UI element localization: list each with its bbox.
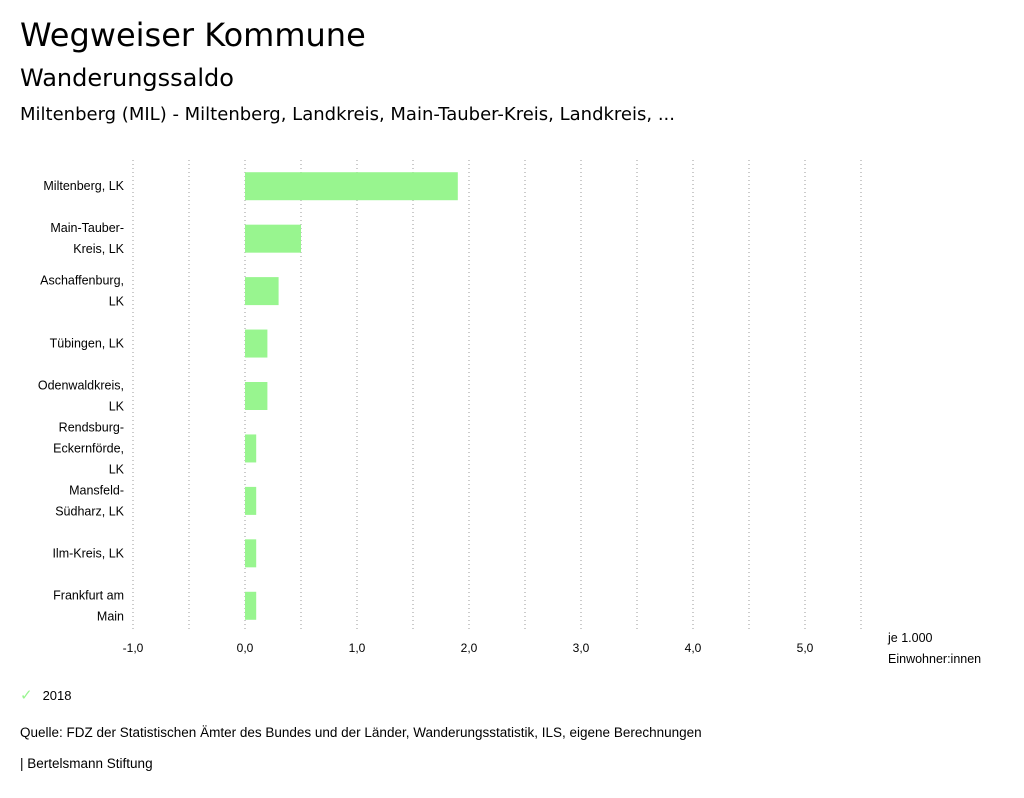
category-label: Tübingen, LK <box>50 337 125 351</box>
x-tick-label: 4,0 <box>685 641 702 655</box>
credit-note[interactable]: | Bertelsmann Stiftung <box>20 756 153 771</box>
x-tick-label: 2,0 <box>461 641 478 655</box>
source-note: Quelle: FDZ der Statistischen Ämter des … <box>20 725 702 740</box>
x-tick-label: 0,0 <box>237 641 254 655</box>
category-labels: Miltenberg, LK Main-Tauber-Kreis, LK Ascha… <box>38 179 125 623</box>
category-label: Main-Tauber-Kreis, LK <box>50 221 124 256</box>
category-label: Mansfeld-Südharz, LK <box>55 483 124 518</box>
bars <box>245 172 458 620</box>
page-title: Wegweiser Kommune <box>20 16 366 54</box>
x-tick-label: 3,0 <box>573 641 590 655</box>
category-label: Ilm-Kreis, LK <box>52 546 124 560</box>
bar[interactable] <box>245 382 268 410</box>
legend-item-2018[interactable]: ✓ 2018 <box>20 686 72 704</box>
grid-lines <box>132 160 862 632</box>
bar[interactable] <box>245 486 257 515</box>
bar[interactable] <box>245 329 268 358</box>
category-label: Frankfurt am Main <box>53 588 124 623</box>
category-label: Rendsburg-Eckernförde, LK <box>53 420 125 476</box>
x-axis-unit-line-1: je 1.000 <box>888 631 933 645</box>
x-tick-label: 5,0 <box>797 641 814 655</box>
x-tick-labels: -1,0 0,0 1,0 2,0 3,0 4,0 5,0 <box>123 641 814 655</box>
bar[interactable] <box>245 591 257 620</box>
category-label: Miltenberg, LK <box>43 179 124 193</box>
bar[interactable] <box>245 172 458 201</box>
chart-subtitle: Wanderungssaldo <box>20 64 234 92</box>
x-tick-label: -1,0 <box>123 641 144 655</box>
category-label: Odenwaldkreis, LK <box>38 379 125 414</box>
checkmark-icon: ✓ <box>20 687 33 704</box>
x-axis-unit-label: je 1.000 Einwohner:innen <box>888 628 981 670</box>
bar[interactable] <box>245 277 279 306</box>
bar[interactable] <box>245 539 257 568</box>
bar[interactable] <box>245 224 301 253</box>
bar-chart: Miltenberg, LK Main-Tauber-Kreis, LK Ascha… <box>38 160 862 655</box>
region-selection[interactable]: Miltenberg (MIL) - Miltenberg, Landkreis… <box>20 104 675 125</box>
x-tick-label: 1,0 <box>349 641 366 655</box>
x-axis-unit-line-2: Einwohner:innen <box>888 652 982 666</box>
legend-label: 2018 <box>42 687 72 703</box>
bar[interactable] <box>245 434 257 463</box>
category-label: Aschaffenburg, LK <box>40 274 125 309</box>
